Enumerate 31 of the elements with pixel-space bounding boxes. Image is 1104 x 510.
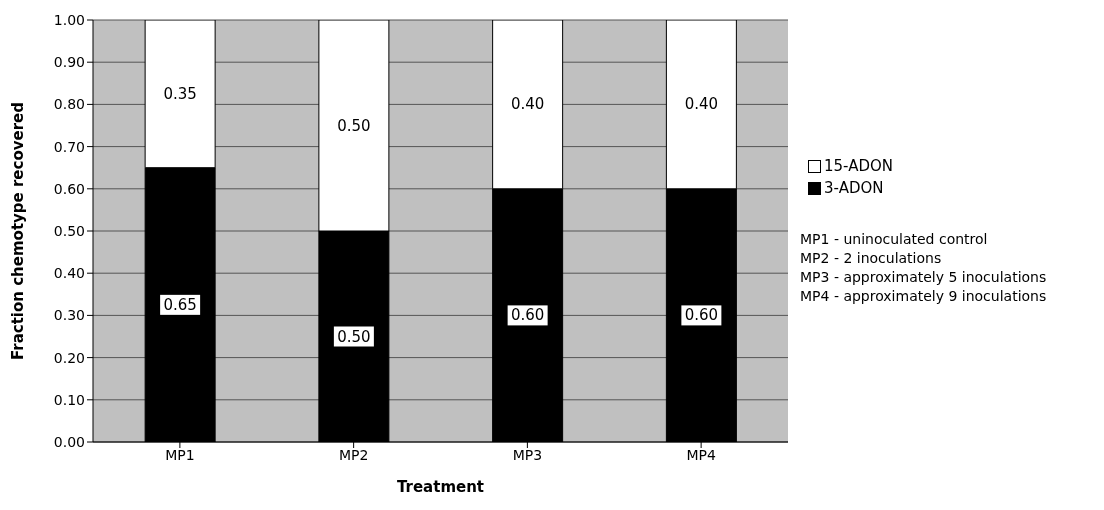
y-tick-label: 0.80 <box>53 96 85 113</box>
x-tick-label: MP2 <box>338 446 369 463</box>
data-label: 0.50 <box>337 327 371 346</box>
text: MP2 - 2 inoculations <box>800 249 943 268</box>
data-label: 0.35 <box>163 84 197 103</box>
x-axis-title: Treatment <box>396 478 485 496</box>
y-tick-label: 0.30 <box>53 307 85 324</box>
y-axis-title: Fraction chemotype recovered <box>9 101 28 361</box>
y-tick-label: 0.90 <box>53 54 85 71</box>
legend-label: 15-ADON <box>823 156 894 177</box>
y-tick-label: 0.50 <box>53 222 85 239</box>
legend-label: 3-ADON <box>823 178 885 199</box>
x-tick-label: MP4 <box>686 446 716 463</box>
y-tick-label: 0.10 <box>53 391 85 408</box>
text: MP3 - approximately 5 inoculations <box>800 268 1047 287</box>
y-tick-label: 0.20 <box>53 349 85 366</box>
text: MP1 - uninoculated control <box>800 230 989 249</box>
data-label: 0.50 <box>337 116 371 135</box>
data-label: 0.60 <box>510 306 545 325</box>
text: MP4 - approximately 9 inoculations <box>800 287 1047 306</box>
data-label: 0.60 <box>684 306 719 325</box>
y-tick-label: 0.70 <box>53 138 85 155</box>
data-label: 0.40 <box>684 95 719 114</box>
y-tick-label: 0.00 <box>53 433 85 450</box>
data-label: 0.65 <box>163 295 197 314</box>
y-tick-label: 1.00 <box>53 11 85 28</box>
x-tick-label: MP3 <box>512 446 543 463</box>
data-label: 0.40 <box>510 95 545 114</box>
y-tick-label: 0.40 <box>53 265 85 282</box>
y-tick-label: 0.60 <box>53 180 85 197</box>
x-tick-label: MP1 <box>165 446 195 463</box>
